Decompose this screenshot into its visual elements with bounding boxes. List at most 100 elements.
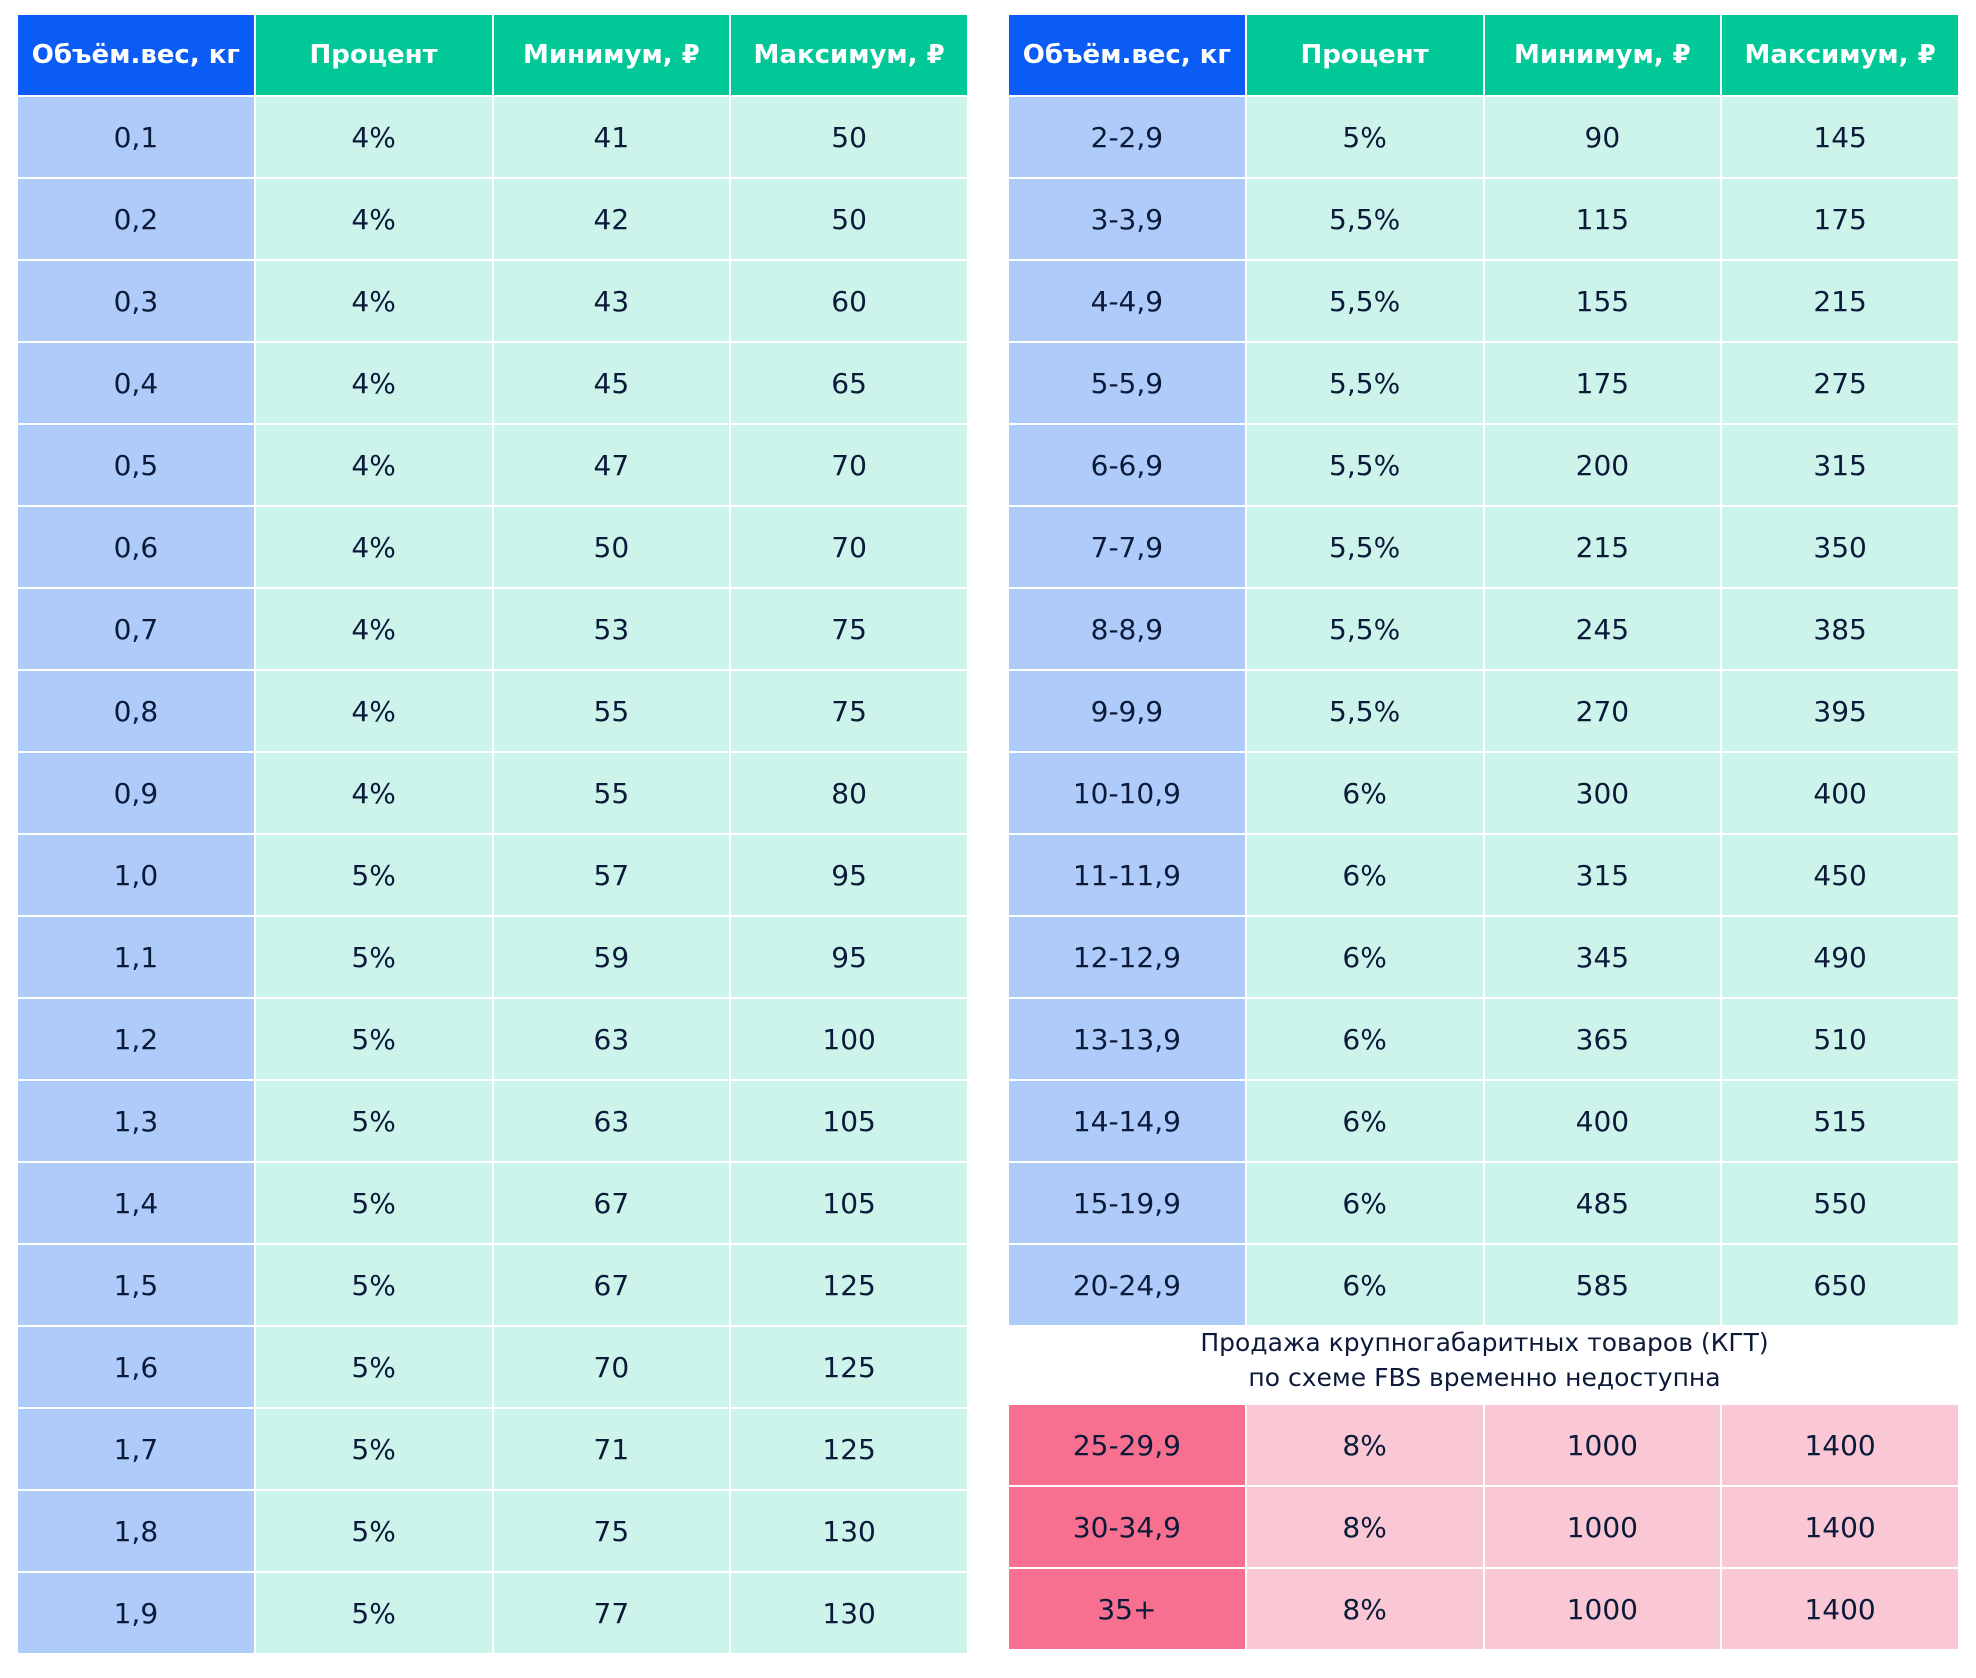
table-cell: 1400 xyxy=(1722,1569,1958,1649)
table-cell: 400 xyxy=(1484,1081,1721,1161)
table-cell: 13-13,9 xyxy=(1009,999,1245,1079)
header-cell: Максимум, ₽ xyxy=(731,15,967,95)
table-cell: 71 xyxy=(493,1409,730,1489)
table-cell: 4% xyxy=(255,507,492,587)
header-cell: Максимум, ₽ xyxy=(1722,15,1958,95)
table-cell: 5% xyxy=(255,1081,492,1161)
table-cell: 105 xyxy=(731,1163,967,1243)
note-line: по схеме FBS временно недоступна xyxy=(1248,1363,1721,1392)
table-cell: 5,5% xyxy=(1246,179,1483,259)
table-cell: 6% xyxy=(1246,1081,1483,1161)
table-cell: 6-6,9 xyxy=(1009,425,1245,505)
table-cell: 245 xyxy=(1484,589,1721,669)
table-cell: 100 xyxy=(731,999,967,1079)
table-cell: 175 xyxy=(1722,179,1958,259)
table-cell: 365 xyxy=(1484,999,1721,1079)
header-cell: Объём.вес, кг xyxy=(1009,15,1245,95)
header-cell: Минимум, ₽ xyxy=(493,15,730,95)
table-cell: 1,1 xyxy=(18,917,254,997)
table-cell: 1,2 xyxy=(18,999,254,1079)
table-cell: 5% xyxy=(255,1327,492,1407)
table-cell: 1,8 xyxy=(18,1491,254,1571)
table-cell: 315 xyxy=(1722,425,1958,505)
table-cell: 8-8,9 xyxy=(1009,589,1245,669)
table-cell: 485 xyxy=(1484,1163,1721,1243)
table-cell: 1000 xyxy=(1484,1569,1721,1649)
table-cell: 70 xyxy=(731,425,967,505)
table-cell: 585 xyxy=(1484,1245,1721,1325)
table-cell: 550 xyxy=(1722,1163,1958,1243)
table-cell: 5% xyxy=(255,835,492,915)
table-cell: 47 xyxy=(493,425,730,505)
table-cell: 5,5% xyxy=(1246,671,1483,751)
table-cell: 125 xyxy=(731,1245,967,1325)
table-cell: 400 xyxy=(1722,753,1958,833)
table-cell: 5,5% xyxy=(1246,589,1483,669)
table-cell: 6% xyxy=(1246,835,1483,915)
table-cell: 2-2,9 xyxy=(1009,97,1245,177)
table-cell: 3-3,9 xyxy=(1009,179,1245,259)
table-cell: 1,7 xyxy=(18,1409,254,1489)
table-cell: 345 xyxy=(1484,917,1721,997)
table-cell: 145 xyxy=(1722,97,1958,177)
table-cell: 60 xyxy=(731,261,967,341)
table-cell: 4% xyxy=(255,179,492,259)
table-cell: 6% xyxy=(1246,1163,1483,1243)
table-cell: 57 xyxy=(493,835,730,915)
table-cell: 4% xyxy=(255,589,492,669)
table-cell: 275 xyxy=(1722,343,1958,423)
header-cell: Минимум, ₽ xyxy=(1484,15,1721,95)
table-cell: 5% xyxy=(255,1163,492,1243)
table-cell: 650 xyxy=(1722,1245,1958,1325)
table-cell: 6% xyxy=(1246,999,1483,1079)
table-cell: 1,6 xyxy=(18,1327,254,1407)
table-cell: 70 xyxy=(731,507,967,587)
table-cell: 42 xyxy=(493,179,730,259)
table-cell: 5% xyxy=(255,1245,492,1325)
table-cell: 510 xyxy=(1722,999,1958,1079)
table-cell: 15-19,9 xyxy=(1009,1163,1245,1243)
table-cell: 9-9,9 xyxy=(1009,671,1245,751)
table-cell: 5,5% xyxy=(1246,507,1483,587)
table-cell: 1,5 xyxy=(18,1245,254,1325)
table-cell: 5,5% xyxy=(1246,343,1483,423)
table-cell: 4-4,9 xyxy=(1009,261,1245,341)
table-cell: 59 xyxy=(493,917,730,997)
table-cell: 95 xyxy=(731,917,967,997)
table-cell: 1,9 xyxy=(18,1573,254,1653)
table-cell: 55 xyxy=(493,671,730,751)
table-cell: 215 xyxy=(1484,507,1721,587)
table-cell: 8% xyxy=(1246,1487,1483,1567)
table-cell: 65 xyxy=(731,343,967,423)
table-cell: 1,0 xyxy=(18,835,254,915)
table-cell: 53 xyxy=(493,589,730,669)
table-cell: 1000 xyxy=(1484,1405,1721,1485)
table-cell: 8% xyxy=(1246,1569,1483,1649)
table-cell: 130 xyxy=(731,1491,967,1571)
table-cell: 515 xyxy=(1722,1081,1958,1161)
table-cell: 1000 xyxy=(1484,1487,1721,1567)
table-cell: 315 xyxy=(1484,835,1721,915)
table-cell: 1,4 xyxy=(18,1163,254,1243)
table-cell: 75 xyxy=(731,671,967,751)
header-cell: Процент xyxy=(1246,15,1483,95)
table-cell: 350 xyxy=(1722,507,1958,587)
table-cell: 10-10,9 xyxy=(1009,753,1245,833)
table-cell: 75 xyxy=(493,1491,730,1571)
table-cell: 45 xyxy=(493,343,730,423)
table-cell: 50 xyxy=(731,97,967,177)
table-cell: 125 xyxy=(731,1327,967,1407)
table-cell: 0,5 xyxy=(18,425,254,505)
table-cell: 35+ xyxy=(1009,1569,1245,1649)
table-cell: 6% xyxy=(1246,1245,1483,1325)
table-cell: 12-12,9 xyxy=(1009,917,1245,997)
table-cell: 385 xyxy=(1722,589,1958,669)
table-cell: 175 xyxy=(1484,343,1721,423)
table-cell: 200 xyxy=(1484,425,1721,505)
table-cell: 5% xyxy=(255,1409,492,1489)
table-cell: 5,5% xyxy=(1246,425,1483,505)
table-cell: 155 xyxy=(1484,261,1721,341)
table-cell: 115 xyxy=(1484,179,1721,259)
table-cell: 6% xyxy=(1246,917,1483,997)
